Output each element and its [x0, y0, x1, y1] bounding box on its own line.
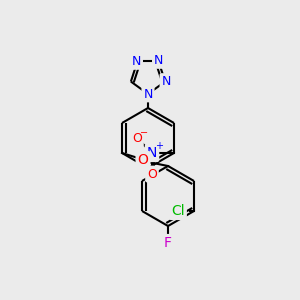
Text: N: N — [147, 146, 157, 160]
Text: Cl: Cl — [171, 204, 185, 218]
Text: N: N — [132, 55, 141, 68]
Text: N: N — [161, 75, 171, 88]
Text: O: O — [132, 133, 142, 146]
Text: O: O — [138, 153, 148, 167]
Text: +: + — [155, 141, 163, 151]
Text: N: N — [143, 88, 153, 100]
Text: F: F — [164, 236, 172, 250]
Text: −: − — [140, 128, 148, 138]
Text: N: N — [154, 54, 163, 67]
Text: O: O — [147, 167, 157, 181]
